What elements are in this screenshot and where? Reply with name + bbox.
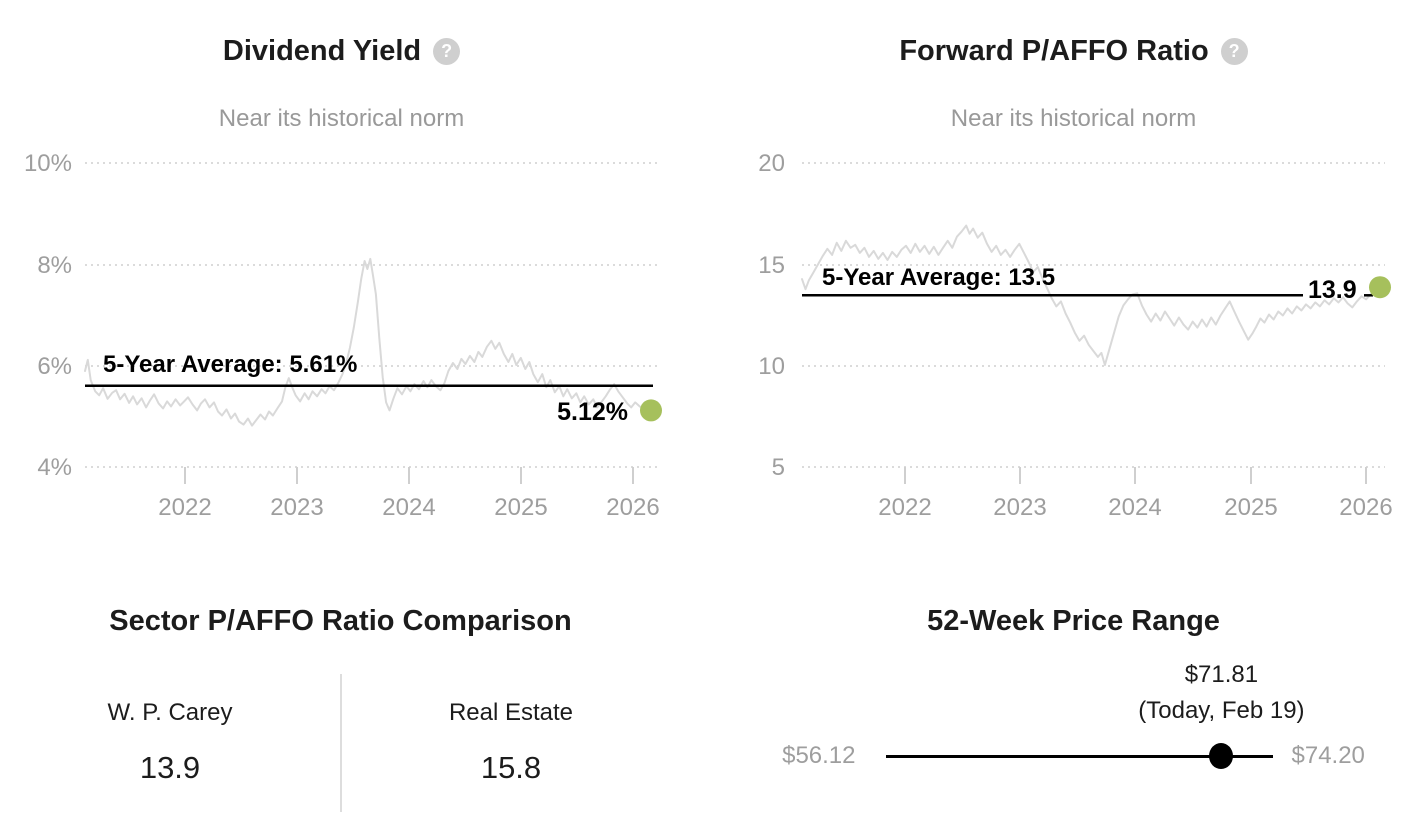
y-axis-label: 10	[758, 353, 785, 380]
x-axis-label: 2022	[158, 494, 211, 521]
y-axis-label: 10%	[24, 150, 72, 177]
y-axis-label: 4%	[37, 454, 72, 481]
today-price: $71.81	[1184, 660, 1259, 688]
help-icon[interactable]: ?	[433, 37, 461, 65]
today-date: (Today, Feb 19)	[1138, 696, 1305, 724]
today-price-block: $71.81 (Today, Feb 19)	[1061, 660, 1381, 724]
comparison-column-sector: Real Estate 15.8	[339, 674, 681, 812]
y-axis-label: 5	[772, 454, 785, 481]
average-label: 5-Year Average: 5.61%	[103, 351, 357, 378]
chart-title: Forward P/AFFO Ratio	[899, 35, 1209, 67]
x-axis-label: 2022	[878, 494, 931, 521]
sector-comparison-panel: Sector P/AFFO Ratio Comparison W. P. Car…	[0, 580, 709, 826]
x-axis-label: 2025	[1224, 494, 1277, 521]
y-axis-label: 20	[758, 150, 785, 177]
x-axis-label: 2026	[1339, 494, 1392, 521]
y-axis-label: 15	[758, 252, 785, 279]
y-axis-label: 6%	[37, 353, 72, 380]
price-history-line	[84, 257, 652, 427]
chart-subtitle: Near its historical norm	[218, 105, 465, 132]
forward-paffo-chart: 20 15 10 5 2022 2023 2024 2025 2026 5-Ye…	[758, 150, 1392, 521]
y-axis-label: 8%	[37, 252, 72, 279]
chart-header: Forward P/AFFO Ratio ? Near its historic…	[719, 0, 1418, 135]
dividend-yield-chart: 10% 8% 6% 4% 2022 2023 2024 2025 2026 5-…	[24, 150, 662, 521]
chart-title: Dividend Yield	[222, 35, 422, 67]
sector-value: 15.8	[480, 750, 542, 785]
current-value-label: 13.9	[1308, 276, 1357, 304]
chart-subtitle: Near its historical norm	[950, 105, 1197, 132]
sector-name: Real Estate	[448, 699, 574, 726]
comparison-row: W. P. Carey 13.9 Real Estate 15.8	[1, 674, 681, 812]
dividend-yield-panel: Dividend Yield ? Near its historical nor…	[0, 0, 709, 580]
x-axis-label: 2025	[494, 494, 547, 521]
low-price-label: $56.12	[782, 742, 856, 769]
current-price-dot	[1209, 742, 1234, 769]
price-range-line: $71.81 (Today, Feb 19)	[885, 661, 1305, 769]
comparison-column-wpc: W. P. Carey 13.9	[1, 674, 340, 812]
chart-header: Dividend Yield ? Near its historical nor…	[0, 0, 696, 135]
price-range-panel: 52-Week Price Range $56.12 $71.81 (Today…	[709, 580, 1418, 826]
forward-paffo-panel: Forward P/AFFO Ratio ? Near its historic…	[709, 0, 1418, 580]
high-price-label: $74.20	[1291, 742, 1365, 769]
current-value-label: 5.12%	[557, 398, 628, 426]
price-history-line	[801, 224, 1381, 366]
price-range-slider: $56.12 $71.81 (Today, Feb 19) $74.20	[719, 661, 1418, 770]
x-axis-label: 2026	[606, 494, 659, 521]
current-value-dot	[640, 399, 662, 422]
section-title: 52-Week Price Range	[927, 605, 1220, 637]
company-value: 13.9	[139, 750, 201, 785]
section-title: Sector P/AFFO Ratio Comparison	[109, 605, 572, 637]
x-axis-label: 2023	[270, 494, 323, 521]
x-axis-label: 2023	[993, 494, 1046, 521]
x-axis-label: 2024	[382, 494, 435, 521]
company-name: W. P. Carey	[107, 699, 233, 726]
average-label: 5-Year Average: 13.5	[822, 264, 1055, 291]
help-icon[interactable]: ?	[1220, 37, 1248, 65]
current-value-dot	[1369, 276, 1391, 299]
x-axis-label: 2024	[1108, 494, 1161, 521]
